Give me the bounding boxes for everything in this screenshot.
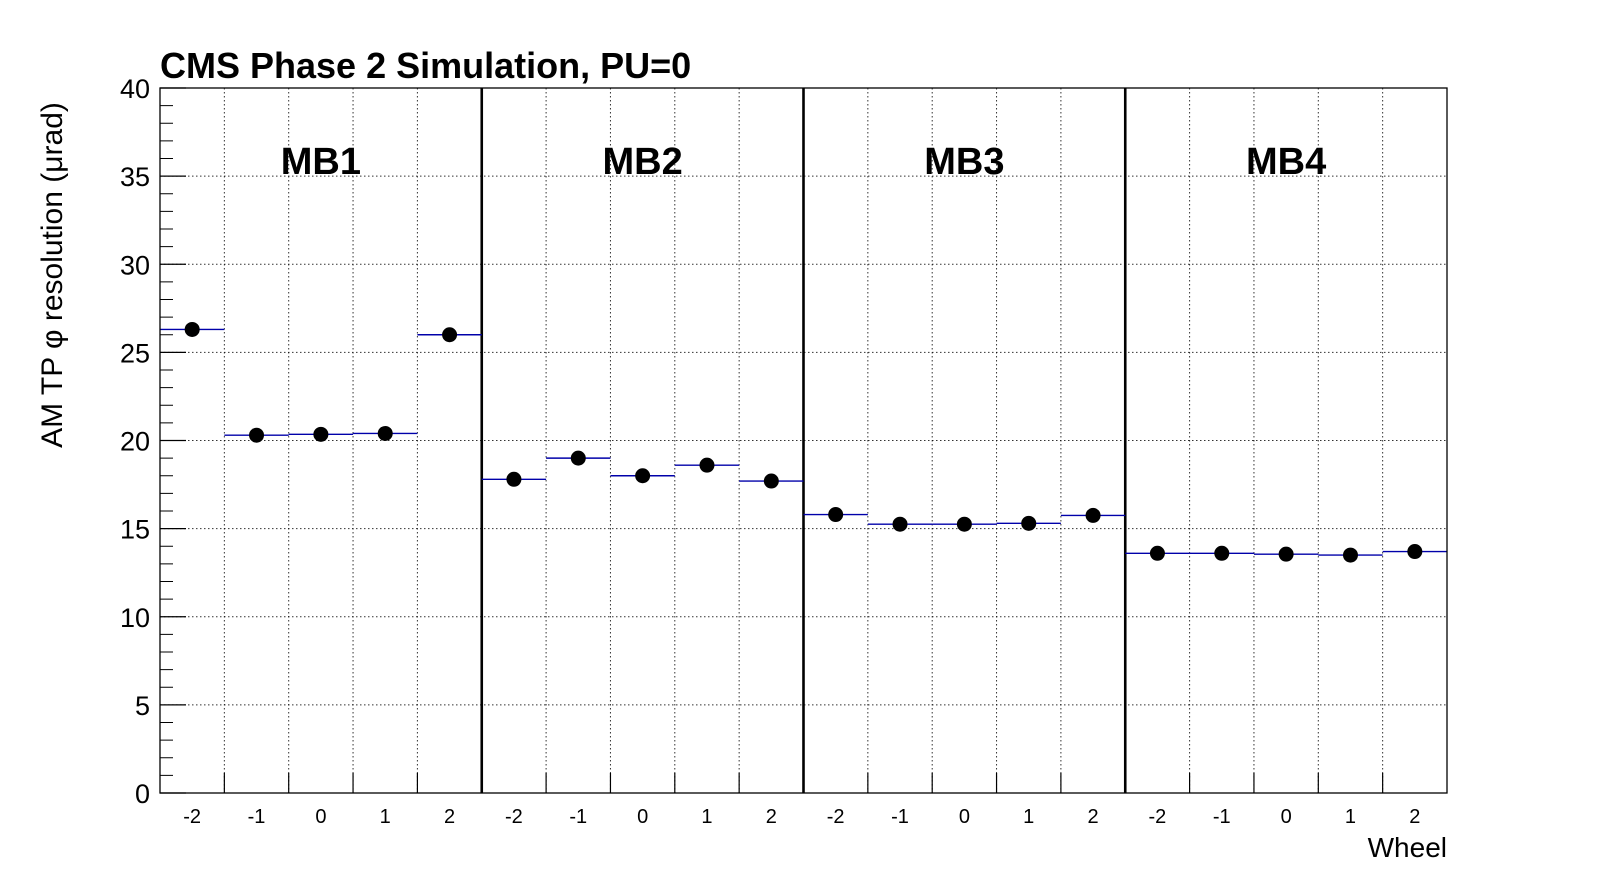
data-point — [828, 507, 844, 523]
station-labels: MB1 MB2 MB3 MB4 — [281, 141, 1326, 183]
data-point — [249, 427, 265, 443]
data-point — [506, 471, 522, 487]
x-tick-label: -1 — [248, 806, 266, 828]
data-points — [184, 321, 1423, 563]
data-point — [570, 450, 586, 466]
y-tick-labels: 0 5 10 15 20 25 30 35 40 — [120, 74, 150, 809]
x-tick-label: -2 — [1149, 806, 1167, 828]
y-tick-label: 40 — [120, 74, 150, 104]
station-dividers — [480, 88, 1127, 793]
x-tick-label: -2 — [183, 806, 201, 828]
plot-frame — [159, 87, 1448, 794]
data-point — [763, 473, 779, 489]
data-point — [1021, 515, 1037, 531]
data-point — [699, 457, 715, 473]
x-tick-label: 2 — [1088, 806, 1099, 828]
station-label: MB2 — [603, 141, 683, 183]
x-tick-label: 1 — [1023, 806, 1034, 828]
data-point — [377, 425, 393, 441]
axis-ticks — [160, 87, 1384, 794]
x-tick-label: 2 — [444, 806, 455, 828]
x-tick-labels: -2 -1 0 1 2 -2 -1 0 1 2 -2 -1 0 1 2 -2 -1 0 1 2 — [183, 806, 1420, 828]
data-point — [1407, 544, 1423, 560]
data-point — [184, 321, 200, 337]
data-point — [1342, 547, 1358, 563]
x-tick-label: -2 — [505, 806, 523, 828]
station-label: MB4 — [1246, 141, 1326, 183]
data-point — [1085, 507, 1101, 523]
station-label: MB1 — [281, 141, 361, 183]
y-tick-label: 10 — [120, 603, 150, 633]
y-tick-label: 0 — [135, 779, 150, 809]
x-tick-label: 2 — [766, 806, 777, 828]
x-tick-label: 1 — [380, 806, 391, 828]
y-tick-label: 35 — [120, 162, 150, 192]
data-point — [956, 516, 972, 532]
x-tick-label: 0 — [1281, 806, 1292, 828]
y-tick-label: 5 — [135, 691, 150, 721]
data-point — [1214, 545, 1230, 561]
y-tick-label: 25 — [120, 338, 150, 368]
y-tick-label: 15 — [120, 515, 150, 545]
y-tick-label: 30 — [120, 250, 150, 280]
x-tick-label: -2 — [827, 806, 845, 828]
x-tick-label: -1 — [569, 806, 587, 828]
grid — [160, 88, 1447, 793]
chart-title: CMS Phase 2 Simulation, PU=0 — [160, 45, 691, 86]
data-point — [635, 468, 651, 484]
x-tick-label: -1 — [1213, 806, 1231, 828]
x-tick-label: 1 — [701, 806, 712, 828]
y-axis-label: AM TP φ resolution (μrad) — [36, 102, 69, 448]
data-point — [892, 516, 908, 532]
x-axis-label: Wheel — [1368, 832, 1447, 863]
data-point — [1149, 545, 1165, 561]
x-tick-label: 2 — [1409, 806, 1420, 828]
y-tick-label: 20 — [120, 427, 150, 457]
x-tick-label: -1 — [891, 806, 909, 828]
data-point — [313, 426, 329, 442]
data-point — [1278, 546, 1294, 562]
x-tick-label: 0 — [959, 806, 970, 828]
x-tick-label: 1 — [1345, 806, 1356, 828]
x-tick-label: 0 — [637, 806, 648, 828]
data-point — [442, 327, 458, 343]
station-label: MB3 — [924, 141, 1004, 183]
x-tick-label: 0 — [315, 806, 326, 828]
